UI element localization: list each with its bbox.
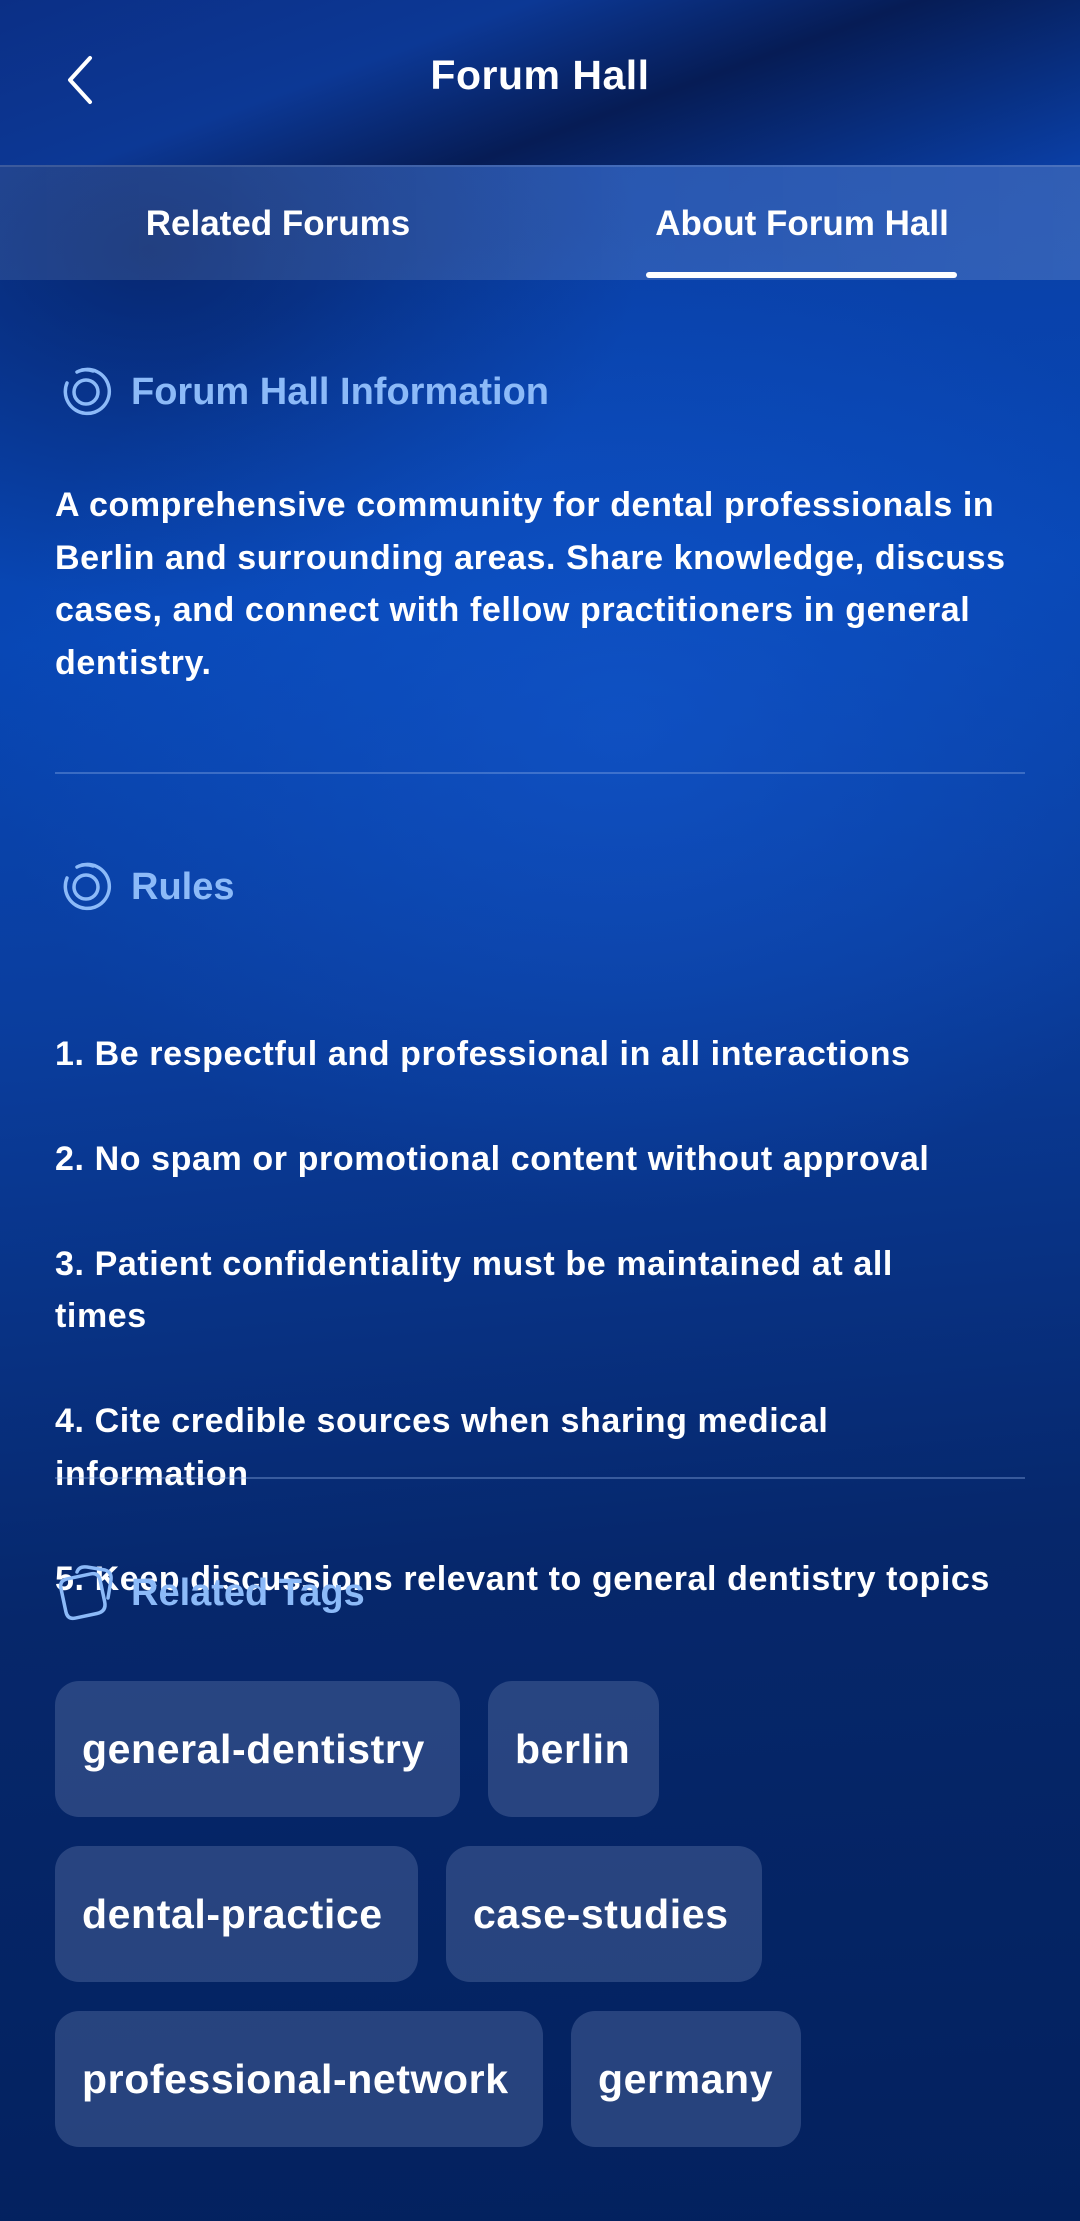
back-button[interactable] — [40, 40, 120, 120]
tag-chip[interactable]: germany — [571, 2011, 801, 2147]
section-divider — [55, 772, 1025, 774]
tab-related-forums[interactable]: Related Forums — [145, 203, 411, 243]
tag-chip[interactable]: general-dentistry — [55, 1681, 460, 1817]
section-divider — [55, 1477, 1025, 1479]
info-section-heading: Forum Hall Information — [55, 361, 549, 423]
app-header: Forum Hall — [0, 0, 1080, 165]
rule-item: 1. Be respectful and professional in all… — [55, 1034, 911, 1073]
tag-chip[interactable]: dental-practice — [55, 1846, 418, 1982]
rule-item: 3. Patient confidentiality must be maint… — [55, 1244, 893, 1336]
page-title: Forum Hall — [430, 52, 650, 98]
info-heading-label: Forum Hall Information — [131, 370, 549, 413]
active-tab-indicator — [646, 272, 957, 278]
rule-item: 5. Keep discussions relevant to general … — [55, 1559, 990, 1598]
tag-icon — [55, 1562, 117, 1624]
tab-bar: Related Forums About Forum Hall — [0, 165, 1080, 280]
tag-chip[interactable]: case-studies — [446, 1846, 762, 1982]
tags-heading-label: Related Tags — [131, 1571, 365, 1614]
circle-ring-icon — [55, 361, 117, 423]
rules-heading-label: Rules — [131, 865, 235, 908]
tag-chip[interactable]: professional-network — [55, 2011, 543, 2147]
rules-list: 1. Be respectful and professional in all… — [55, 975, 1030, 1658]
tab-about-forum-hall[interactable]: About Forum Hall — [655, 203, 949, 243]
chevron-left-icon — [68, 56, 92, 104]
rule-item: 4. Cite credible sources when sharing me… — [55, 1402, 829, 1493]
circle-ring-icon — [55, 856, 117, 918]
rule-item: 2. No spam or promotional content withou… — [55, 1139, 930, 1178]
forum-description: A comprehensive community for dental pro… — [55, 486, 1006, 682]
tag-chip[interactable]: berlin — [488, 1681, 659, 1817]
rules-section-heading: Rules — [55, 856, 234, 918]
tags-section-heading: Related Tags — [55, 1562, 365, 1624]
